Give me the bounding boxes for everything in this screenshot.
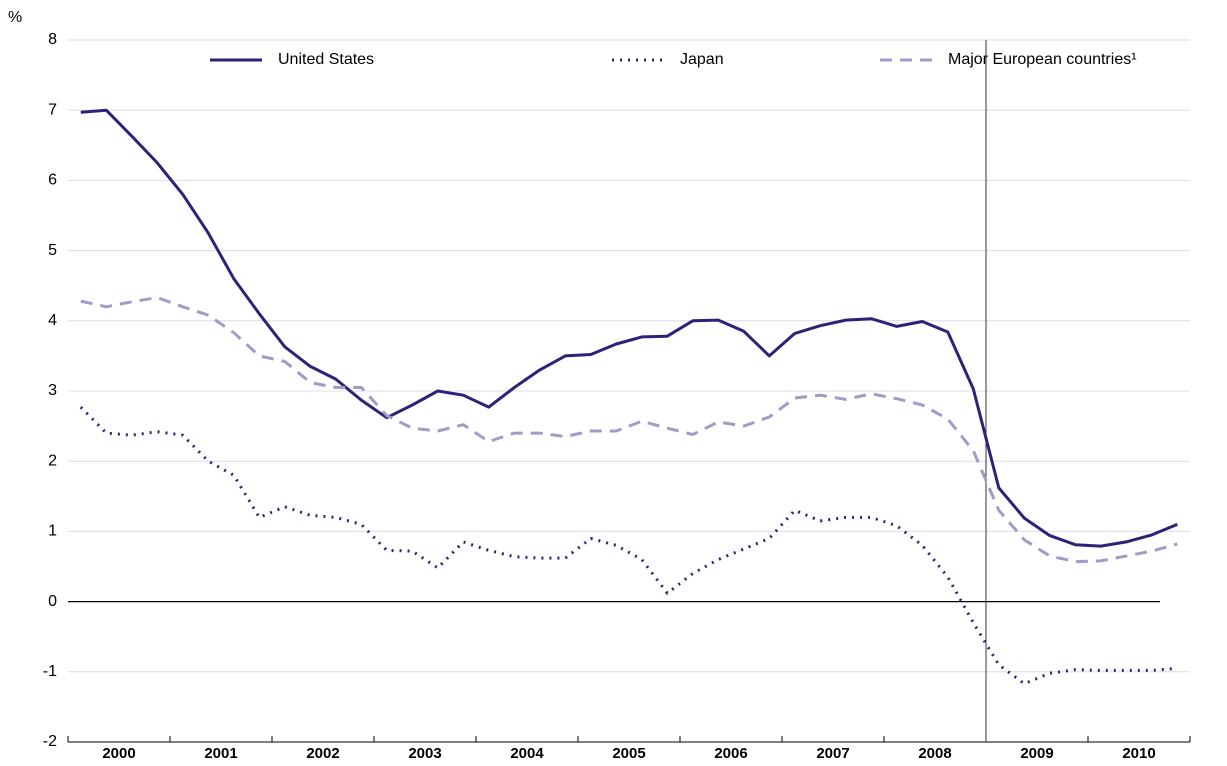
y-tick-label: -1	[43, 663, 57, 680]
legend-label: Major European countries¹	[948, 51, 1137, 68]
legend-label: Japan	[680, 51, 724, 68]
series-line	[80, 296, 1178, 564]
y-unit: %	[8, 9, 22, 26]
x-tick-label: 2006	[714, 745, 747, 762]
y-tick-label: 0	[48, 593, 57, 610]
series-line	[80, 108, 1178, 548]
y-tick-label: 8	[48, 31, 57, 48]
y-tick-label: 5	[48, 242, 57, 259]
y-tick-label: 1	[48, 523, 57, 540]
y-tick-label: 7	[48, 101, 57, 118]
y-tick-label: 2	[48, 452, 57, 469]
y-tick-label: 3	[48, 382, 57, 399]
x-tick-label: 2007	[816, 745, 849, 762]
series-line	[79, 406, 1178, 686]
x-tick-label: 2009	[1020, 745, 1053, 762]
x-tick-label: 2010	[1122, 745, 1155, 762]
y-tick-label: -2	[43, 733, 57, 750]
x-tick-label: 2004	[510, 745, 544, 762]
x-tick-label: 2002	[306, 745, 339, 762]
x-tick-label: 2001	[204, 745, 237, 762]
y-tick-label: 6	[48, 172, 57, 189]
x-tick-label: 2005	[612, 745, 645, 762]
x-tick-label: 2008	[918, 745, 951, 762]
y-tick-label: 4	[48, 312, 57, 329]
x-tick-label: 2000	[102, 745, 135, 762]
legend-label: United States	[278, 51, 374, 68]
x-tick-label: 2003	[408, 745, 441, 762]
